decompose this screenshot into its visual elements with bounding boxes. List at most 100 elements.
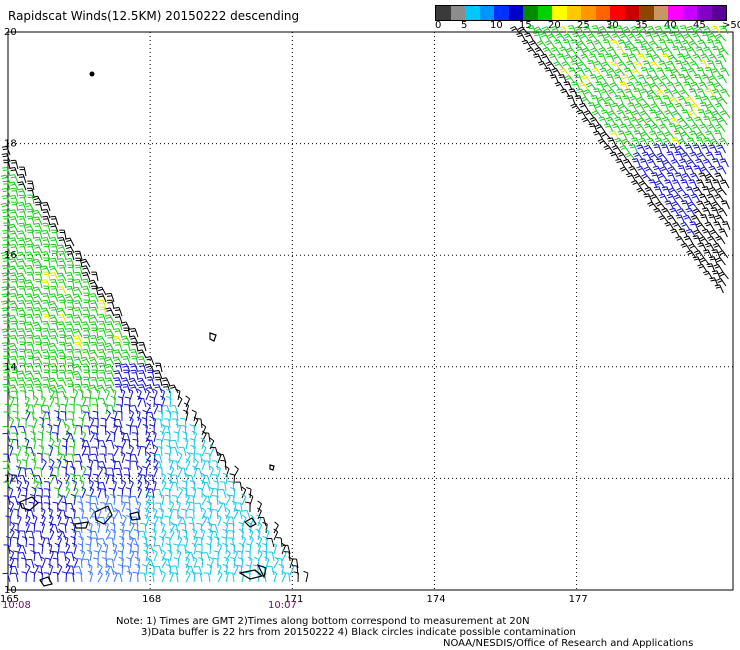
colorbar-swatch (653, 6, 668, 20)
wind-barb (669, 207, 680, 217)
wind-barb (26, 334, 35, 345)
wind-barb (9, 209, 19, 219)
wind-barb (1, 342, 11, 352)
wind-barb (548, 53, 559, 63)
wind-barb (66, 250, 75, 261)
wind-barb (709, 277, 719, 287)
wind-barb (202, 474, 211, 485)
wind-barb (28, 389, 35, 401)
wind-barb (41, 279, 51, 289)
wind-barb (58, 418, 67, 429)
wind-barb (677, 208, 688, 217)
wind-barb (19, 320, 27, 331)
wind-barb (33, 307, 43, 317)
wind-barb (33, 335, 43, 345)
wind-barb (158, 507, 164, 520)
wind-barb (124, 439, 131, 450)
wind-barb (3, 481, 11, 492)
colorbar-swatch (581, 6, 596, 20)
wind-barb (65, 486, 71, 499)
wind-barb (624, 46, 633, 56)
wind-barb (111, 388, 117, 401)
wind-barb (710, 116, 720, 126)
wind-barb (679, 158, 689, 168)
wind-barb (658, 193, 669, 203)
wind-barb (682, 214, 693, 224)
wind-barb (591, 25, 601, 35)
wind-barb (219, 481, 227, 492)
wind-barb (2, 265, 11, 275)
wind-barb (90, 341, 99, 352)
wind-barb (704, 67, 714, 77)
wind-barb (2, 467, 11, 478)
wind-barb (137, 395, 142, 408)
wind-barb (82, 327, 91, 338)
wind-barb (25, 251, 35, 261)
wind-barb (56, 307, 67, 317)
wind-barb (131, 425, 139, 436)
wind-barb (49, 363, 59, 373)
wind-barb (154, 376, 163, 387)
wind-barb (654, 25, 665, 35)
wind-barb (228, 494, 235, 506)
wind-barb (709, 138, 721, 147)
colorbar-swatch (523, 6, 538, 20)
wind-barb (142, 466, 148, 478)
wind-barb (131, 460, 139, 471)
wind-barb (628, 165, 639, 175)
wind-barb (215, 465, 221, 478)
wind-barb (694, 95, 704, 105)
wind-barb (264, 528, 270, 541)
colorbar-label: >50 knots (722, 20, 740, 31)
wind-barb (67, 418, 75, 429)
wind-barb (693, 229, 704, 238)
wind-barb (516, 32, 526, 42)
wind-barb (154, 565, 163, 576)
wind-barb (607, 137, 617, 147)
wind-barb (181, 480, 188, 492)
latitude-tick-label: 14 (4, 362, 17, 373)
wind-barb (658, 39, 668, 49)
wind-barb (636, 96, 648, 105)
wind-barb (98, 313, 107, 324)
wind-barb (26, 257, 35, 268)
wind-barb (117, 396, 124, 408)
wind-barb (86, 528, 93, 541)
wind-barb (68, 445, 75, 457)
wind-barb (43, 355, 51, 366)
wind-barb (105, 377, 115, 387)
wind-barb (276, 557, 283, 569)
wind-barb (638, 137, 649, 147)
wind-barb (10, 278, 19, 289)
wind-barb (10, 495, 19, 506)
wind-barb (164, 494, 171, 506)
wind-barb (541, 26, 553, 35)
wind-barb (213, 536, 220, 548)
wind-barb (233, 549, 238, 562)
wind-barb (49, 349, 59, 359)
wind-barb (573, 74, 583, 84)
wind-barb (11, 474, 19, 485)
wind-barb (11, 201, 19, 212)
wind-barb (37, 389, 43, 401)
wind-barb (576, 88, 586, 98)
wind-barb (716, 278, 727, 287)
wind-barb (273, 521, 279, 534)
wind-barb (48, 265, 59, 275)
wind-barb (101, 550, 107, 562)
wind-barb (41, 307, 51, 317)
wind-barb (257, 521, 263, 534)
wind-barb (17, 307, 27, 317)
wind-barb (89, 321, 99, 331)
contamination-circle (89, 71, 95, 77)
wind-barb (664, 221, 675, 231)
wind-barb (200, 437, 206, 450)
wind-barb (208, 528, 214, 541)
wind-barb (63, 535, 69, 548)
wind-barb (635, 33, 646, 42)
wind-barb (93, 557, 99, 569)
wind-barb (33, 216, 43, 226)
wind-barb (657, 173, 668, 182)
wind-barb (74, 271, 83, 282)
wind-barb (25, 321, 35, 331)
